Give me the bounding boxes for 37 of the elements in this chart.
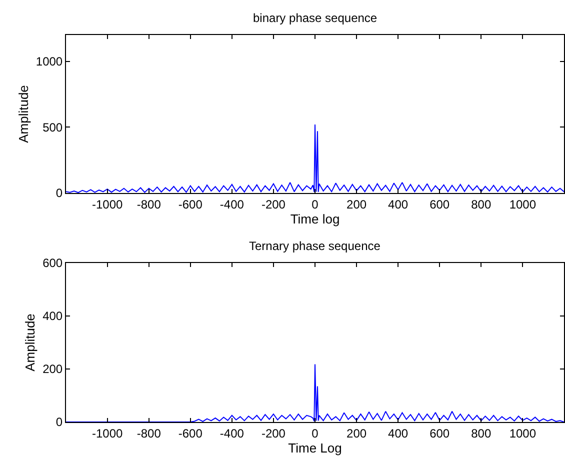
x-tick-label: 400 [388, 197, 408, 212]
y-tick-label: 1000 [36, 54, 63, 69]
x-tick-label: 0 [312, 426, 319, 440]
x-tick-label: -200 [261, 197, 286, 212]
y-axis-title: Amplitude [16, 85, 31, 143]
line-series [66, 124, 564, 193]
line-series [66, 364, 564, 422]
x-tick-label: 800 [471, 197, 492, 212]
x-tick-label: -800 [136, 197, 162, 212]
x-tick-label: 800 [471, 426, 492, 440]
y-tick-label: 0 [56, 186, 63, 200]
x-tick-label: 200 [346, 197, 367, 212]
x-tick-label: -800 [136, 426, 162, 440]
x-tick-label: 600 [430, 197, 450, 212]
x-tick-label: 1000 [509, 197, 536, 212]
y-tick-label: 200 [42, 362, 63, 376]
x-tick-label: 200 [346, 426, 367, 440]
x-tick-label: 400 [388, 426, 408, 440]
y-axis-title: Amplitude [22, 314, 38, 372]
y-tick-label: 500 [42, 120, 63, 134]
chart-title: Ternary phase sequence [249, 239, 381, 253]
x-tick-label: -1000 [92, 197, 123, 212]
x-tick-label: 600 [430, 426, 450, 440]
x-tick-label: 1000 [509, 426, 536, 440]
x-tick-label: -400 [220, 197, 244, 212]
y-tick-label: 0 [56, 415, 63, 430]
x-axis-title: Time Log [288, 440, 342, 456]
y-tick-label: 600 [42, 256, 63, 270]
x-tick-label: 0 [312, 197, 319, 212]
x-tick-label: -600 [178, 197, 203, 212]
x-tick-label: -400 [220, 426, 244, 440]
x-tick-label: -1000 [92, 426, 123, 440]
x-axis-title: Time log [290, 211, 340, 226]
x-tick-label: -600 [178, 426, 203, 440]
chart-title: binary phase sequence [253, 11, 378, 25]
x-tick-label: -200 [261, 426, 286, 440]
y-tick-label: 400 [42, 309, 63, 324]
